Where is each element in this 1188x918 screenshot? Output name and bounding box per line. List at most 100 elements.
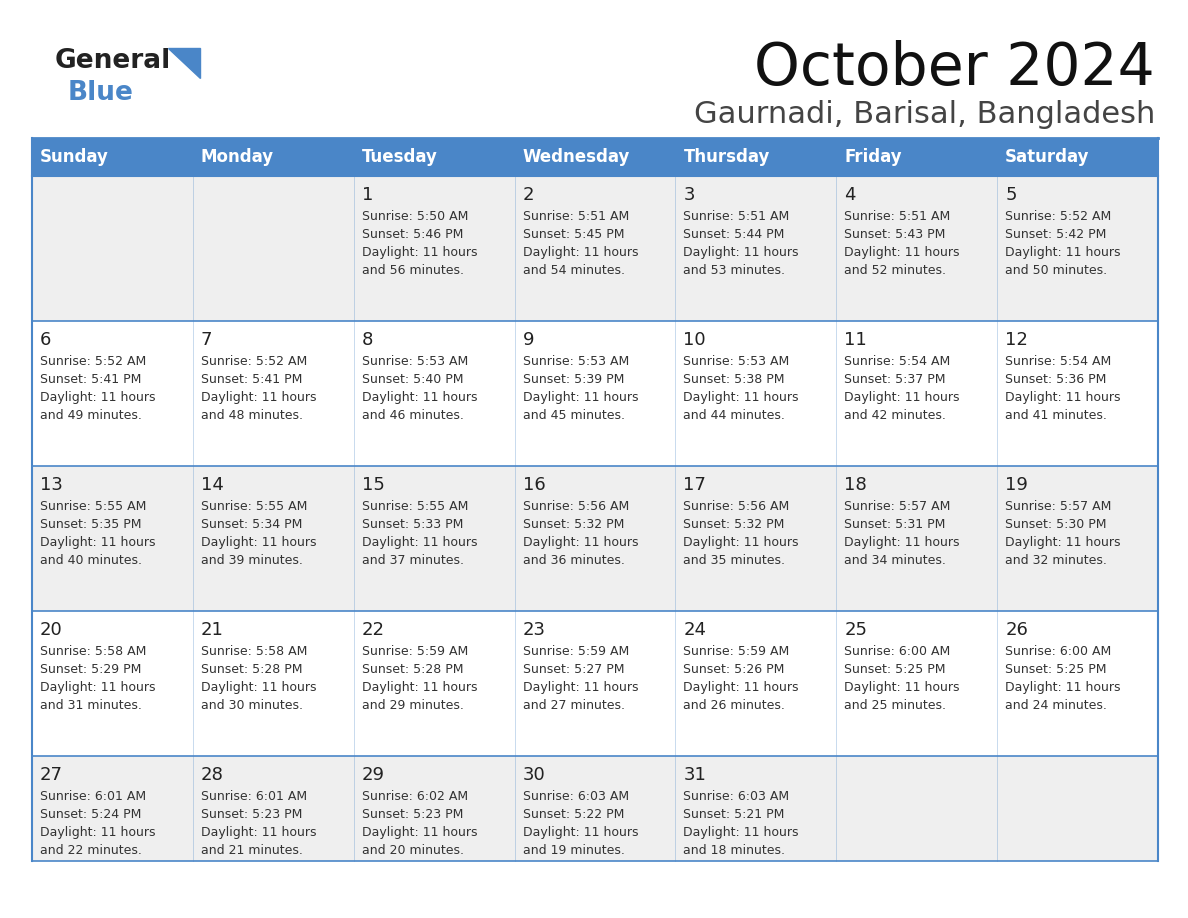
Text: Sunset: 5:33 PM: Sunset: 5:33 PM: [361, 518, 463, 531]
Text: Sunset: 5:37 PM: Sunset: 5:37 PM: [845, 373, 946, 386]
Text: 2: 2: [523, 186, 535, 204]
Text: Sunrise: 6:02 AM: Sunrise: 6:02 AM: [361, 790, 468, 803]
Text: Blue: Blue: [68, 80, 134, 106]
Text: Daylight: 11 hours: Daylight: 11 hours: [523, 246, 638, 259]
Text: Sunset: 5:40 PM: Sunset: 5:40 PM: [361, 373, 463, 386]
Text: 4: 4: [845, 186, 855, 204]
Text: Sunrise: 5:51 AM: Sunrise: 5:51 AM: [683, 210, 790, 223]
Text: Tuesday: Tuesday: [361, 148, 437, 166]
Text: Daylight: 11 hours: Daylight: 11 hours: [845, 536, 960, 549]
Text: Sunrise: 5:55 AM: Sunrise: 5:55 AM: [201, 500, 308, 513]
Text: Monday: Monday: [201, 148, 274, 166]
Text: 6: 6: [40, 331, 51, 349]
Text: Sunrise: 5:50 AM: Sunrise: 5:50 AM: [361, 210, 468, 223]
Text: 14: 14: [201, 476, 223, 494]
Bar: [32, 176, 1158, 321]
Text: Saturday: Saturday: [1005, 148, 1089, 166]
Text: 12: 12: [1005, 331, 1028, 349]
Text: and 45 minutes.: and 45 minutes.: [523, 409, 625, 422]
Text: Sunrise: 5:53 AM: Sunrise: 5:53 AM: [523, 355, 628, 368]
Text: 29: 29: [361, 766, 385, 784]
Text: Wednesday: Wednesday: [523, 148, 630, 166]
Text: Sunset: 5:41 PM: Sunset: 5:41 PM: [201, 373, 302, 386]
Text: Gaurnadi, Barisal, Bangladesh: Gaurnadi, Barisal, Bangladesh: [694, 100, 1155, 129]
Text: Sunrise: 5:58 AM: Sunrise: 5:58 AM: [201, 645, 308, 658]
Text: Sunrise: 5:57 AM: Sunrise: 5:57 AM: [1005, 500, 1112, 513]
Text: and 21 minutes.: and 21 minutes.: [201, 844, 303, 857]
Text: Daylight: 11 hours: Daylight: 11 hours: [1005, 246, 1120, 259]
Text: and 34 minutes.: and 34 minutes.: [845, 554, 946, 567]
Text: Daylight: 11 hours: Daylight: 11 hours: [683, 246, 798, 259]
Text: 20: 20: [40, 621, 63, 639]
Text: Sunset: 5:23 PM: Sunset: 5:23 PM: [201, 808, 302, 821]
Text: Sunrise: 5:51 AM: Sunrise: 5:51 AM: [523, 210, 628, 223]
Text: 25: 25: [845, 621, 867, 639]
Text: 11: 11: [845, 331, 867, 349]
Text: Daylight: 11 hours: Daylight: 11 hours: [201, 826, 316, 839]
Text: Daylight: 11 hours: Daylight: 11 hours: [40, 536, 156, 549]
Text: Daylight: 11 hours: Daylight: 11 hours: [361, 536, 478, 549]
Text: 22: 22: [361, 621, 385, 639]
Text: 27: 27: [40, 766, 63, 784]
Text: October 2024: October 2024: [754, 40, 1155, 97]
Text: Daylight: 11 hours: Daylight: 11 hours: [201, 681, 316, 694]
Text: Sunrise: 5:52 AM: Sunrise: 5:52 AM: [201, 355, 308, 368]
Text: and 26 minutes.: and 26 minutes.: [683, 699, 785, 712]
Text: and 20 minutes.: and 20 minutes.: [361, 844, 463, 857]
Text: 17: 17: [683, 476, 707, 494]
Text: Sunset: 5:44 PM: Sunset: 5:44 PM: [683, 228, 785, 241]
Text: and 29 minutes.: and 29 minutes.: [361, 699, 463, 712]
Text: Daylight: 11 hours: Daylight: 11 hours: [361, 681, 478, 694]
Text: Sunset: 5:43 PM: Sunset: 5:43 PM: [845, 228, 946, 241]
Text: Sunset: 5:29 PM: Sunset: 5:29 PM: [40, 663, 141, 676]
Text: Sunset: 5:21 PM: Sunset: 5:21 PM: [683, 808, 785, 821]
Text: and 42 minutes.: and 42 minutes.: [845, 409, 946, 422]
Text: 15: 15: [361, 476, 385, 494]
Text: 9: 9: [523, 331, 535, 349]
Text: 30: 30: [523, 766, 545, 784]
Text: Sunset: 5:45 PM: Sunset: 5:45 PM: [523, 228, 624, 241]
Text: 10: 10: [683, 331, 706, 349]
Text: and 56 minutes.: and 56 minutes.: [361, 264, 463, 277]
Text: Sunrise: 5:53 AM: Sunrise: 5:53 AM: [361, 355, 468, 368]
Text: Daylight: 11 hours: Daylight: 11 hours: [845, 391, 960, 404]
Text: Sunrise: 5:55 AM: Sunrise: 5:55 AM: [361, 500, 468, 513]
Text: 21: 21: [201, 621, 223, 639]
Text: Daylight: 11 hours: Daylight: 11 hours: [683, 826, 798, 839]
Text: Daylight: 11 hours: Daylight: 11 hours: [523, 681, 638, 694]
Polygon shape: [168, 48, 200, 78]
Text: Daylight: 11 hours: Daylight: 11 hours: [361, 246, 478, 259]
Text: Sunset: 5:35 PM: Sunset: 5:35 PM: [40, 518, 141, 531]
Text: Sunrise: 5:57 AM: Sunrise: 5:57 AM: [845, 500, 950, 513]
Text: and 53 minutes.: and 53 minutes.: [683, 264, 785, 277]
Text: 28: 28: [201, 766, 223, 784]
Text: 13: 13: [40, 476, 63, 494]
Text: General: General: [55, 48, 171, 74]
Text: Sunrise: 5:52 AM: Sunrise: 5:52 AM: [1005, 210, 1112, 223]
Text: Thursday: Thursday: [683, 148, 770, 166]
Text: Sunset: 5:28 PM: Sunset: 5:28 PM: [201, 663, 303, 676]
Text: Sunset: 5:25 PM: Sunset: 5:25 PM: [845, 663, 946, 676]
Text: Sunrise: 6:00 AM: Sunrise: 6:00 AM: [845, 645, 950, 658]
Text: Sunrise: 5:52 AM: Sunrise: 5:52 AM: [40, 355, 146, 368]
Text: 23: 23: [523, 621, 545, 639]
Text: Sunset: 5:46 PM: Sunset: 5:46 PM: [361, 228, 463, 241]
Text: and 25 minutes.: and 25 minutes.: [845, 699, 947, 712]
Text: 24: 24: [683, 621, 707, 639]
Text: Daylight: 11 hours: Daylight: 11 hours: [683, 536, 798, 549]
Text: and 31 minutes.: and 31 minutes.: [40, 699, 141, 712]
Text: 8: 8: [361, 331, 373, 349]
Text: Sunset: 5:36 PM: Sunset: 5:36 PM: [1005, 373, 1106, 386]
Text: and 48 minutes.: and 48 minutes.: [201, 409, 303, 422]
Text: Sunset: 5:28 PM: Sunset: 5:28 PM: [361, 663, 463, 676]
Text: 31: 31: [683, 766, 707, 784]
Text: Sunrise: 5:51 AM: Sunrise: 5:51 AM: [845, 210, 950, 223]
Text: Sunset: 5:39 PM: Sunset: 5:39 PM: [523, 373, 624, 386]
Text: and 24 minutes.: and 24 minutes.: [1005, 699, 1107, 712]
Text: Daylight: 11 hours: Daylight: 11 hours: [40, 681, 156, 694]
Text: and 18 minutes.: and 18 minutes.: [683, 844, 785, 857]
Text: 18: 18: [845, 476, 867, 494]
Text: Sunset: 5:25 PM: Sunset: 5:25 PM: [1005, 663, 1107, 676]
Text: 1: 1: [361, 186, 373, 204]
Text: Sunset: 5:27 PM: Sunset: 5:27 PM: [523, 663, 624, 676]
